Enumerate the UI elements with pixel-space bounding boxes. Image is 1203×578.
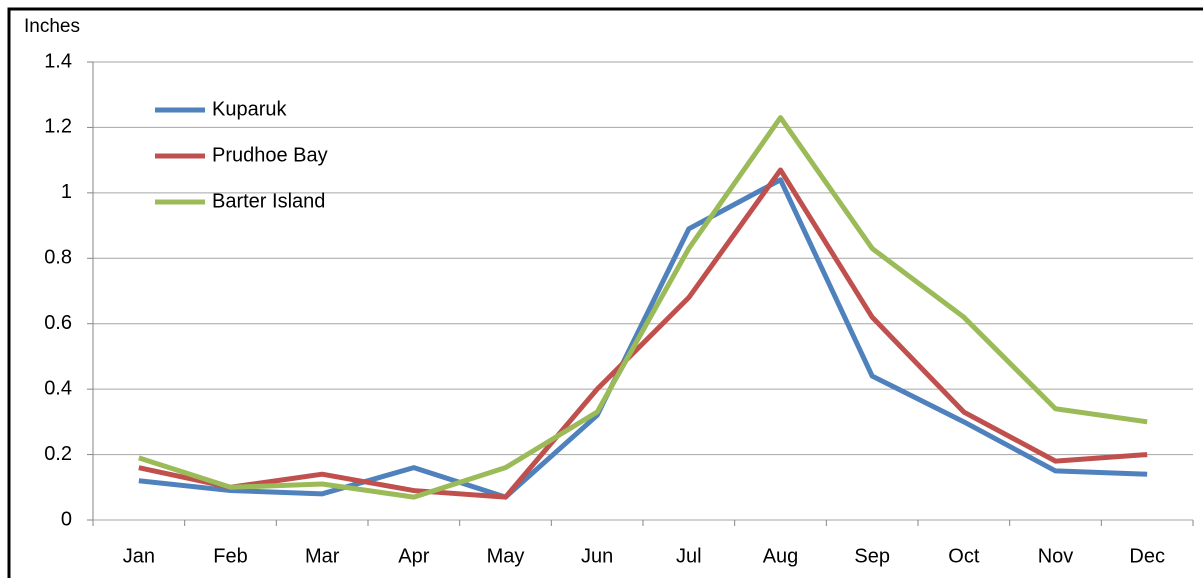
legend-label: Barter Island [212,190,325,212]
y-tick-label: 1 [61,181,72,203]
series-line [138,167,1148,500]
y-tick-label: 1.2 [44,116,72,138]
x-tick-label: Dec [1129,545,1165,567]
y-tick-label: 0.8 [44,247,72,269]
x-tick-label: Nov [1038,545,1074,567]
x-tick-label: Mar [305,545,340,567]
x-tick-label: Aug [763,545,799,567]
legend-label: Kuparuk [212,98,287,120]
y-tick-label: 0 [61,508,72,530]
x-tick-label: Oct [948,545,980,567]
x-tick-label: Jan [123,545,155,567]
y-tick-label: 0.6 [44,312,72,334]
y-tick-label: 0.2 [44,443,72,465]
y-tick-label: 1.4 [44,50,72,72]
series-line [138,115,1148,500]
x-tick-label: Jun [581,545,613,567]
x-tick-label: Jul [676,545,702,567]
x-tick-label: May [487,545,525,567]
x-tick-label: Feb [213,545,247,567]
y-tick-label: 0.4 [44,377,72,399]
series-line [138,177,1148,500]
x-tick-label: Sep [854,545,890,567]
y-axis-label: Inches [24,16,80,37]
frame [7,7,1203,578]
x-tick-label: Apr [398,545,429,567]
legend-label: Prudhoe Bay [212,144,328,166]
